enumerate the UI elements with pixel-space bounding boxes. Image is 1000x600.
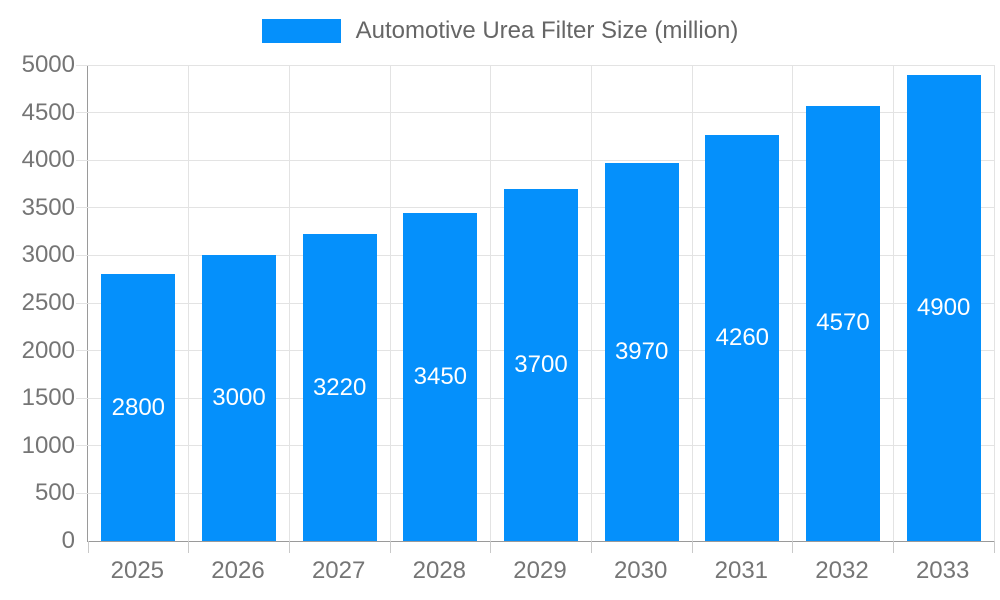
x-axis-tick	[490, 541, 492, 553]
bar-2032[interactable]: 4570	[806, 105, 880, 541]
v-gridline	[691, 65, 693, 541]
h-gridline	[76, 64, 994, 66]
bar-value-label: 3220	[312, 373, 367, 401]
bar-value-label: 4900	[916, 293, 971, 321]
x-axis-tick	[188, 541, 190, 553]
bar-2029[interactable]: 3700	[504, 188, 578, 541]
bar-value-label: 3700	[514, 350, 568, 378]
v-gridline	[892, 65, 894, 541]
x-axis-tick	[288, 541, 290, 553]
bar-2025[interactable]: 2800	[101, 274, 176, 541]
v-gridline	[993, 65, 995, 541]
bar-value-label: 3000	[212, 384, 266, 412]
v-gridline	[792, 65, 794, 541]
x-tick-label: 2028	[412, 557, 467, 584]
y-tick-label: 500	[34, 479, 75, 507]
x-tick-label: 2029	[513, 557, 567, 584]
bar-value-label: 2800	[111, 393, 166, 421]
x-tick-label: 2032	[815, 557, 869, 584]
h-gridline	[76, 159, 994, 161]
bar-value-label: 3970	[614, 338, 669, 366]
x-axis-tick	[691, 541, 693, 553]
x-axis-labels: 2025 2026 2027 2028 2029 2030 2031 2032 2033	[87, 556, 993, 586]
bar-value-label: 4260	[715, 324, 770, 352]
legend-swatch[interactable]	[261, 19, 341, 43]
y-tick-label: 4500	[21, 98, 75, 126]
legend-label: Automotive Urea Filter Size (million)	[355, 17, 739, 44]
x-tick-label: 2031	[714, 557, 769, 584]
x-axis-tick	[993, 541, 995, 553]
v-gridline	[188, 65, 190, 541]
y-tick-label: 5000	[21, 51, 75, 78]
bar-2033[interactable]: 4900	[906, 74, 981, 541]
h-gridline	[76, 112, 994, 114]
bar-2031[interactable]: 4260	[705, 135, 780, 541]
x-axis-tick	[389, 541, 391, 553]
x-axis-tick	[792, 541, 794, 553]
y-tick-label: 3500	[21, 193, 75, 221]
x-tick-label: 2033	[915, 557, 970, 584]
x-tick-label: 2027	[311, 557, 366, 584]
y-tick-label: 3000	[21, 241, 75, 269]
y-tick-label: 0	[61, 527, 75, 554]
y-tick-label: 4000	[21, 146, 75, 174]
y-tick-label: 1500	[21, 384, 75, 412]
x-axis-tick	[87, 541, 89, 553]
y-tick-label: 2000	[21, 336, 75, 364]
bar-2030[interactable]: 3970	[604, 163, 679, 541]
bar-2028[interactable]: 3450	[403, 212, 478, 541]
x-axis-tick	[892, 541, 894, 553]
x-tick-label: 2030	[613, 557, 668, 584]
y-tick-label: 1000	[21, 431, 75, 459]
y-tick-label: 2500	[21, 289, 75, 316]
x-tick-label: 2026	[211, 557, 265, 584]
legend-item[interactable]: Automotive Urea Filter Size (million)	[0, 17, 1000, 45]
plot-area: 2800 3000 3220 3450 3700 3970 4260 4570 4900	[76, 64, 995, 553]
x-axis-tick	[590, 541, 592, 553]
v-gridline	[590, 65, 592, 541]
y-axis-labels: 0 500 1000 1500 2000 2500 3000 3500 4000 4500 5000	[0, 52, 75, 554]
x-tick-label: 2025	[110, 557, 165, 584]
bar-value-label: 3450	[413, 362, 468, 390]
bar-value-label: 4570	[816, 309, 870, 337]
v-gridline	[288, 65, 290, 541]
v-gridline	[490, 65, 492, 541]
v-gridline	[389, 65, 391, 541]
bar-2027[interactable]: 3220	[302, 234, 377, 541]
bar-2026[interactable]: 3000	[202, 255, 276, 541]
